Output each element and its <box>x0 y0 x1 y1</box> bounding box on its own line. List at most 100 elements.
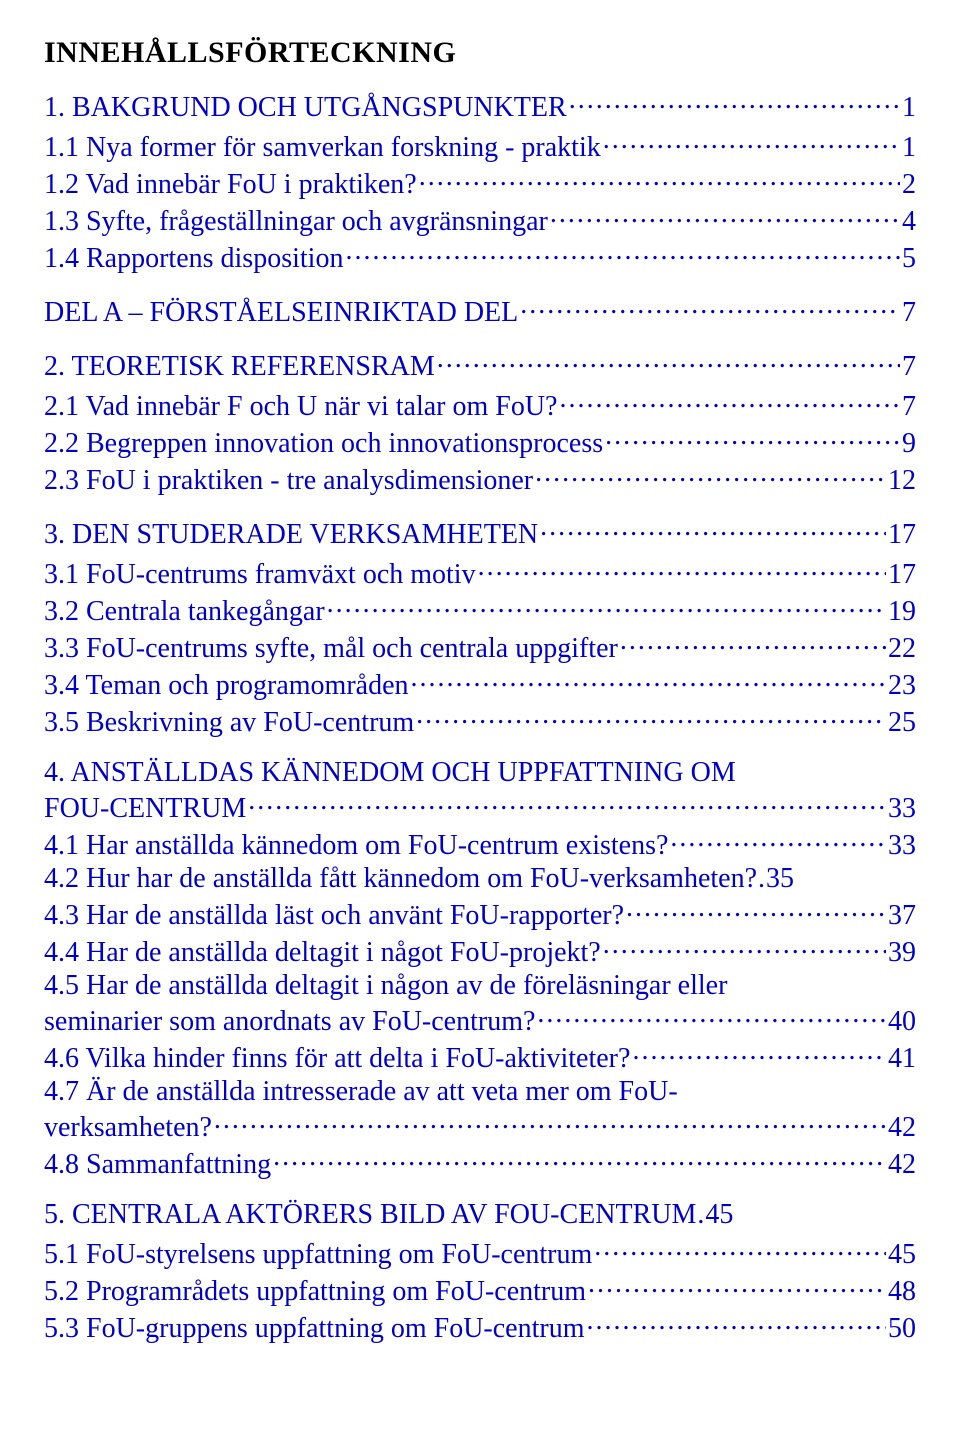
toc-leader <box>214 1108 886 1136</box>
toc-label: 1.3 Syfte, frågeställningar och avgränsn… <box>44 206 548 238</box>
toc-entry-lvl2[interactable]: 3.1 FoU-centrums framväxt och motiv 17 <box>44 555 916 591</box>
toc-entry-lvl2[interactable]: 2.1 Vad innebär F och U när vi talar om … <box>44 387 916 423</box>
toc-label: 1.1 Nya former för samverkan forskning -… <box>44 132 601 164</box>
toc-page: 1 <box>902 92 916 124</box>
toc-leader <box>248 789 886 817</box>
toc-entry-lvl2[interactable]: 1.3 Syfte, frågeställningar och avgränsn… <box>44 202 916 238</box>
toc-leader <box>327 592 886 620</box>
toc-leader <box>588 1272 886 1300</box>
toc-entry-lvl2[interactable]: 5.1 FoU-styrelsens uppfattning om FoU-ce… <box>44 1235 916 1271</box>
toc-label: 4. ANSTÄLLDAS KÄNNEDOM OCH UPPFATTNING O… <box>44 757 916 789</box>
toc-label: 3. DEN STUDERADE VERKSAMHETEN <box>44 519 538 551</box>
toc-page: 33 <box>888 830 916 862</box>
toc-entry-lvl2[interactable]: 4.5 Har de anställda deltagit i någon av… <box>44 970 916 1038</box>
toc-page: 17 <box>888 559 916 591</box>
toc-leader <box>603 128 900 156</box>
toc-entry-lvl2[interactable]: 3.3 FoU-centrums syfte, mål och centrala… <box>44 629 916 665</box>
toc-page: 1 <box>902 132 916 164</box>
toc-leader <box>537 1002 886 1030</box>
toc-page: 4 <box>902 206 916 238</box>
toc-entry-lvl2[interactable]: 4.6 Vilka hinder finns för att delta i F… <box>44 1039 916 1075</box>
toc-label: 1. BAKGRUND OCH UTGÅNGSPUNKTER <box>44 92 567 124</box>
page-title: INNEHÅLLSFÖRTECKNING <box>44 36 916 70</box>
toc-leader: . <box>697 1199 704 1231</box>
toc-page: 17 <box>888 519 916 551</box>
toc-entry-lvl2[interactable]: 2.3 FoU i praktiken - tre analysdimensio… <box>44 461 916 497</box>
toc-label: 4.2 Hur har de anställda fått kännedom o… <box>44 863 757 895</box>
toc-leader <box>626 896 886 924</box>
toc-entry-lvl2[interactable]: 4.3 Har de anställda läst och använt FoU… <box>44 896 916 932</box>
toc-label: 2. TEORETISK REFERENSRAM <box>44 351 435 383</box>
toc-entry-lvl1[interactable]: 1. BAKGRUND OCH UTGÅNGSPUNKTER 1 <box>44 88 916 124</box>
toc-entry-lvl1[interactable]: 5. CENTRALA AKTÖRERS BILD AV FOU-CENTRUM… <box>44 1199 916 1231</box>
toc-entry-lvl1[interactable]: DEL A – FÖRSTÅELSEINRIKTAD DEL 7 <box>44 293 916 329</box>
toc-page: 42 <box>888 1112 916 1144</box>
toc-entry-lvl2[interactable]: 4.7 Är de anställda intresserade av att … <box>44 1076 916 1144</box>
toc-label: 3.5 Beskrivning av FoU-centrum <box>44 707 414 739</box>
toc-page: 22 <box>888 633 916 665</box>
toc-entry-lvl2[interactable]: 4.4 Har de anställda deltagit i något Fo… <box>44 933 916 969</box>
toc-page: 23 <box>888 670 916 702</box>
toc-label: 2.2 Begreppen innovation och innovations… <box>44 428 603 460</box>
toc-label-tail: seminarier som anordnats av FoU-centrum? <box>44 1006 535 1038</box>
toc-entry-lvl2[interactable]: 1.1 Nya former för samverkan forskning -… <box>44 128 916 164</box>
toc-page: 42 <box>888 1149 916 1181</box>
toc-label-tail: FOU-CENTRUM <box>44 793 246 825</box>
toc-leader <box>569 88 900 116</box>
toc-leader <box>670 826 886 854</box>
toc-leader <box>603 933 886 961</box>
toc-page: 5 <box>902 243 916 275</box>
toc-page: 7 <box>902 351 916 383</box>
toc-page: 48 <box>888 1276 916 1308</box>
toc-label: 4.5 Har de anställda deltagit i någon av… <box>44 970 916 1002</box>
toc-label: DEL A – FÖRSTÅELSEINRIKTAD DEL <box>44 297 518 329</box>
toc-leader <box>478 555 886 583</box>
toc-leader <box>416 703 886 731</box>
toc-page: 35 <box>766 863 794 895</box>
toc-label: 5.1 FoU-styrelsens uppfattning om FoU-ce… <box>44 1239 592 1271</box>
toc-page: 7 <box>902 297 916 329</box>
toc-leader <box>540 515 886 543</box>
toc-label: 3.1 FoU-centrums framväxt och motiv <box>44 559 476 591</box>
toc-label: 2.3 FoU i praktiken - tre analysdimensio… <box>44 465 533 497</box>
toc-leader <box>535 461 886 489</box>
toc-leader <box>605 424 900 452</box>
toc-leader <box>620 629 886 657</box>
toc-label: 5. CENTRALA AKTÖRERS BILD AV FOU-CENTRUM <box>44 1199 696 1231</box>
toc-page: 45 <box>888 1239 916 1271</box>
toc-label: 5.3 FoU-gruppens uppfattning om FoU-cent… <box>44 1313 585 1345</box>
toc-leader <box>437 347 900 375</box>
toc-label: 2.1 Vad innebär F och U när vi talar om … <box>44 391 558 423</box>
toc-page: 50 <box>888 1313 916 1345</box>
toc-entry-lvl2[interactable]: 4.8 Sammanfattning42 <box>44 1145 916 1181</box>
toc-leader <box>411 666 886 694</box>
toc-label: 5.2 Programrådets uppfattning om FoU-cen… <box>44 1276 586 1308</box>
toc-entry-lvl2[interactable]: 4.1 Har anställda kännedom om FoU-centru… <box>44 826 916 862</box>
toc-entry-lvl2[interactable]: 2.2 Begreppen innovation och innovations… <box>44 424 916 460</box>
toc-entry-lvl2[interactable]: 1.4 Rapportens disposition5 <box>44 239 916 275</box>
toc-label: 4.1 Har anställda kännedom om FoU-centru… <box>44 830 668 862</box>
toc-leader <box>550 202 900 230</box>
toc-leader <box>587 1309 887 1337</box>
toc-entry-lvl2[interactable]: 4.2 Hur har de anställda fått kännedom o… <box>44 863 916 895</box>
toc-entry-lvl2[interactable]: 1.2 Vad innebär FoU i praktiken? 2 <box>44 165 916 201</box>
toc-entry-lvl2[interactable]: 3.5 Beskrivning av FoU-centrum25 <box>44 703 916 739</box>
toc-page: 45 <box>705 1199 733 1231</box>
toc-leader <box>273 1145 886 1173</box>
toc-label: 1.2 Vad innebär FoU i praktiken? <box>44 169 417 201</box>
toc-leader <box>520 293 900 321</box>
toc-entry-lvl2[interactable]: 5.3 FoU-gruppens uppfattning om FoU-cent… <box>44 1309 916 1345</box>
toc-label: 4.7 Är de anställda intresserade av att … <box>44 1076 916 1108</box>
toc-entry-lvl2[interactable]: 3.4 Teman och programområden23 <box>44 666 916 702</box>
toc-page: 2 <box>902 169 916 201</box>
toc-page: 37 <box>888 900 916 932</box>
table-of-contents: 1. BAKGRUND OCH UTGÅNGSPUNKTER 1 1.1 Nya f… <box>44 88 916 1345</box>
toc-entry-lvl1[interactable]: 2. TEORETISK REFERENSRAM 7 <box>44 347 916 383</box>
toc-leader <box>594 1235 886 1263</box>
toc-entry-lvl1[interactable]: 3. DEN STUDERADE VERKSAMHETEN 17 <box>44 515 916 551</box>
toc-entry-lvl2[interactable]: 5.2 Programrådets uppfattning om FoU-cen… <box>44 1272 916 1308</box>
toc-entry-lvl2[interactable]: 3.2 Centrala tankegångar19 <box>44 592 916 628</box>
toc-leader <box>419 165 900 193</box>
toc-label: 3.2 Centrala tankegångar <box>44 596 325 628</box>
toc-entry-lvl1[interactable]: 4. ANSTÄLLDAS KÄNNEDOM OCH UPPFATTNING O… <box>44 757 916 825</box>
